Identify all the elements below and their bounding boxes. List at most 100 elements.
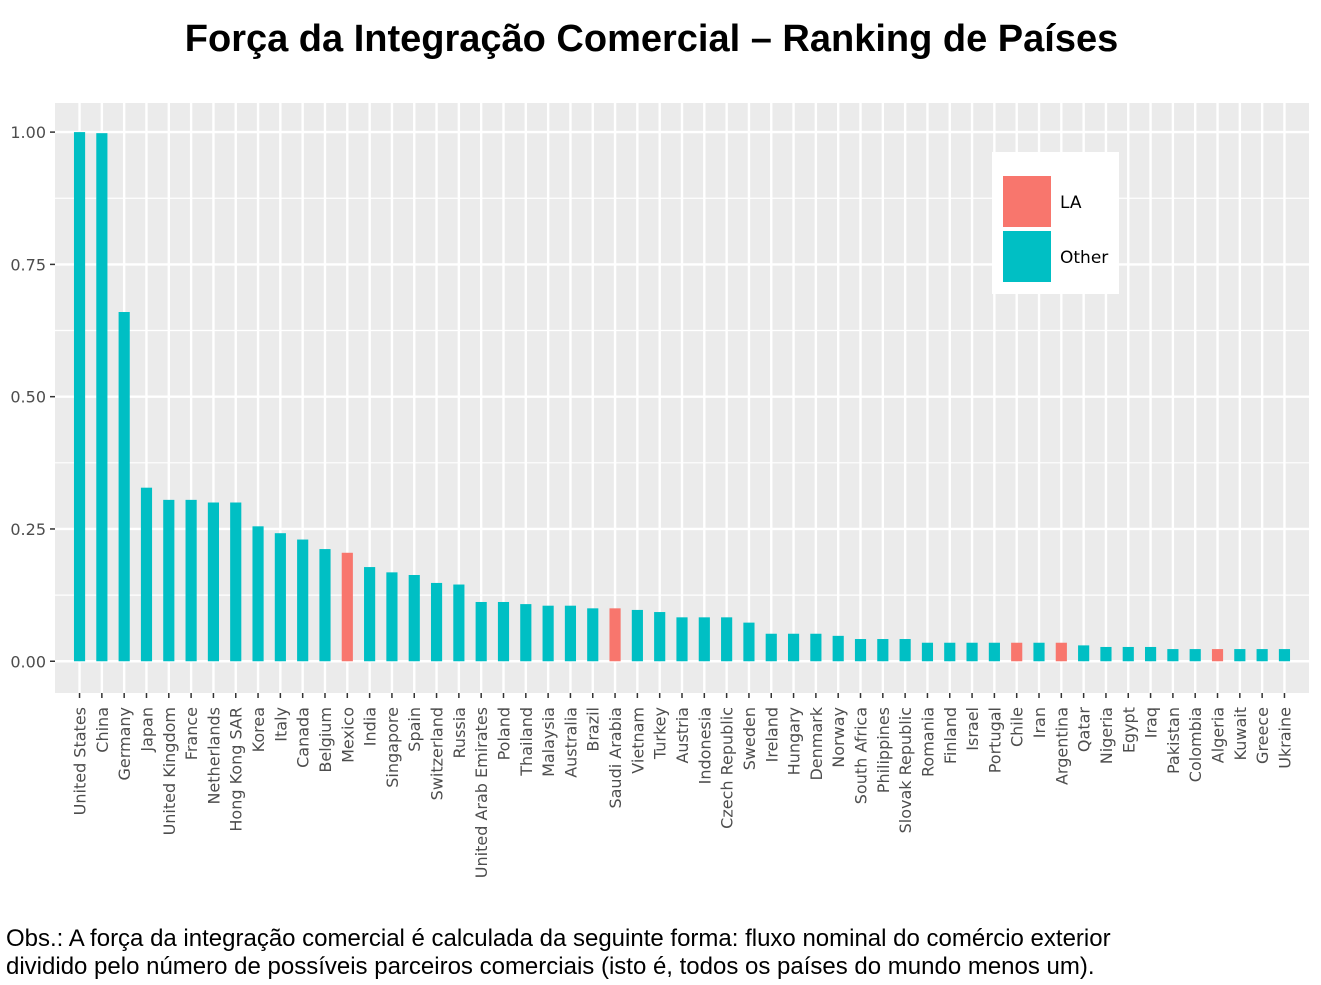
bar-south-africa (854, 639, 867, 662)
x-tick-label: Spain (405, 707, 424, 752)
x-tick-label: Iraq (1142, 707, 1161, 738)
bar-philippines (877, 639, 889, 662)
bar-argentina (1055, 642, 1067, 662)
x-tick-label: Greece (1253, 707, 1272, 764)
bar-nigeria (1100, 646, 1112, 662)
legend-key-other (1003, 231, 1051, 282)
bar-united-arab-emirates (475, 601, 487, 662)
x-tick-label: Japan (137, 707, 156, 753)
x-tick-label: United Arab Emirates (472, 707, 491, 878)
bar-poland (497, 601, 510, 662)
y-tick-label: 0.50 (10, 388, 46, 407)
bar-ukraine (1278, 649, 1291, 662)
x-tick-label: Singapore (383, 707, 402, 788)
chart-title: Força da Integração Comercial – Ranking … (184, 18, 1119, 60)
y-tick-label: 0.00 (10, 652, 46, 671)
bar-ireland (765, 633, 777, 662)
bar-korea (252, 526, 264, 662)
bar-pakistan (1167, 649, 1179, 662)
x-tick-label: Turkey (651, 707, 670, 760)
x-tick-label: France (182, 707, 201, 760)
x-tick-label: Finland (941, 707, 960, 764)
x-tick-label: Hungary (785, 707, 804, 775)
bar-saudi-arabia (609, 608, 621, 662)
x-tick-label: Mexico (338, 707, 357, 763)
x-tick-label: Malaysia (539, 707, 558, 777)
bar-belgium (319, 549, 331, 662)
y-tick-label: 0.25 (10, 520, 46, 539)
y-tick-label: 0.75 (10, 255, 46, 274)
x-tick-label: Russia (450, 707, 469, 758)
x-tick-label: Sweden (740, 707, 759, 770)
bar-italy (274, 533, 286, 662)
x-tick-label: China (93, 707, 112, 753)
legend-label-la: LA (1060, 193, 1082, 213)
bar-france (185, 499, 197, 662)
x-tick-label: Austria (673, 707, 692, 764)
x-tick-label: Argentina (1052, 707, 1071, 785)
x-tick-label: Thailand (517, 707, 536, 777)
x-tick-label: Algeria (1209, 707, 1228, 763)
x-tick-label: Italy (271, 707, 290, 742)
footnote: Obs.: A força da integração comercial é … (6, 925, 1316, 981)
bar-china (96, 133, 108, 662)
bar-indonesia (698, 617, 710, 662)
x-tick-label: Chile (1008, 707, 1027, 747)
bar-chile (1011, 642, 1023, 662)
bar-united-states (73, 132, 86, 662)
y-tick-label: 1.00 (10, 123, 46, 142)
x-tick-label: Denmark (807, 706, 826, 780)
bar-united-kingdom (163, 499, 175, 662)
footnote-line-2: dividido pelo número de possíveis parcei… (6, 953, 1095, 980)
footnote-line-1: Obs.: A força da integração comercial é … (6, 925, 1111, 952)
x-tick-label: India (361, 707, 380, 746)
bar-hong-kong-sar (230, 502, 242, 662)
bar-netherlands (207, 502, 220, 662)
bar-israel (966, 642, 978, 662)
x-tick-label: Korea (249, 707, 268, 752)
bar-canada (297, 539, 309, 662)
bar-sweden (743, 622, 755, 662)
bar-hungary (787, 633, 800, 662)
legend: LA Other (992, 152, 1119, 294)
bar-slovak-republic (899, 639, 911, 662)
x-tick-label: Ukraine (1275, 707, 1294, 769)
x-tick-label: Kuwait (1231, 707, 1250, 760)
legend-key-la (1003, 176, 1051, 227)
x-tick-label: Norway (829, 707, 848, 768)
x-tick-label: Slovak Republic (896, 707, 915, 833)
bar-brazil (587, 608, 599, 662)
bar-turkey (654, 612, 666, 662)
x-tick-label: Netherlands (204, 707, 223, 805)
x-tick-label: Egypt (1119, 707, 1138, 753)
bar-portugal (988, 642, 1000, 662)
bar-russia (453, 584, 465, 662)
bar-mexico (341, 552, 353, 662)
bar-australia (564, 605, 577, 662)
x-tick-label: Iran (1030, 707, 1049, 738)
bar-iran (1033, 642, 1045, 662)
y-axis: 0.00 0.25 0.50 0.75 1.00 (10, 123, 55, 671)
bar-kuwait (1234, 649, 1246, 662)
bar-greece (1256, 649, 1268, 662)
bar-finland (944, 642, 956, 662)
x-tick-label: Portugal (985, 707, 1004, 773)
bar-vietnam (631, 609, 643, 662)
bar-algeria (1211, 649, 1224, 662)
bar-germany (118, 312, 130, 662)
x-tick-label: Czech Republic (718, 707, 737, 829)
x-tick-label: Philippines (874, 707, 893, 793)
x-tick-label: Germany (115, 707, 134, 781)
x-tick-label: Ireland (762, 707, 781, 762)
x-tick-label: Poland (494, 707, 513, 760)
bar-norway (832, 635, 844, 662)
x-tick-label: Brazil (584, 707, 603, 752)
bar-iraq (1144, 646, 1157, 662)
bar-denmark (810, 633, 822, 662)
bar-austria (676, 617, 688, 662)
x-tick-label: Hong Kong SAR (227, 707, 246, 832)
x-tick-label: Colombia (1186, 707, 1205, 782)
x-tick-label: Saudi Arabia (606, 707, 625, 809)
x-tick-label: Belgium (316, 707, 335, 773)
x-tick-label: Qatar (1075, 707, 1094, 752)
